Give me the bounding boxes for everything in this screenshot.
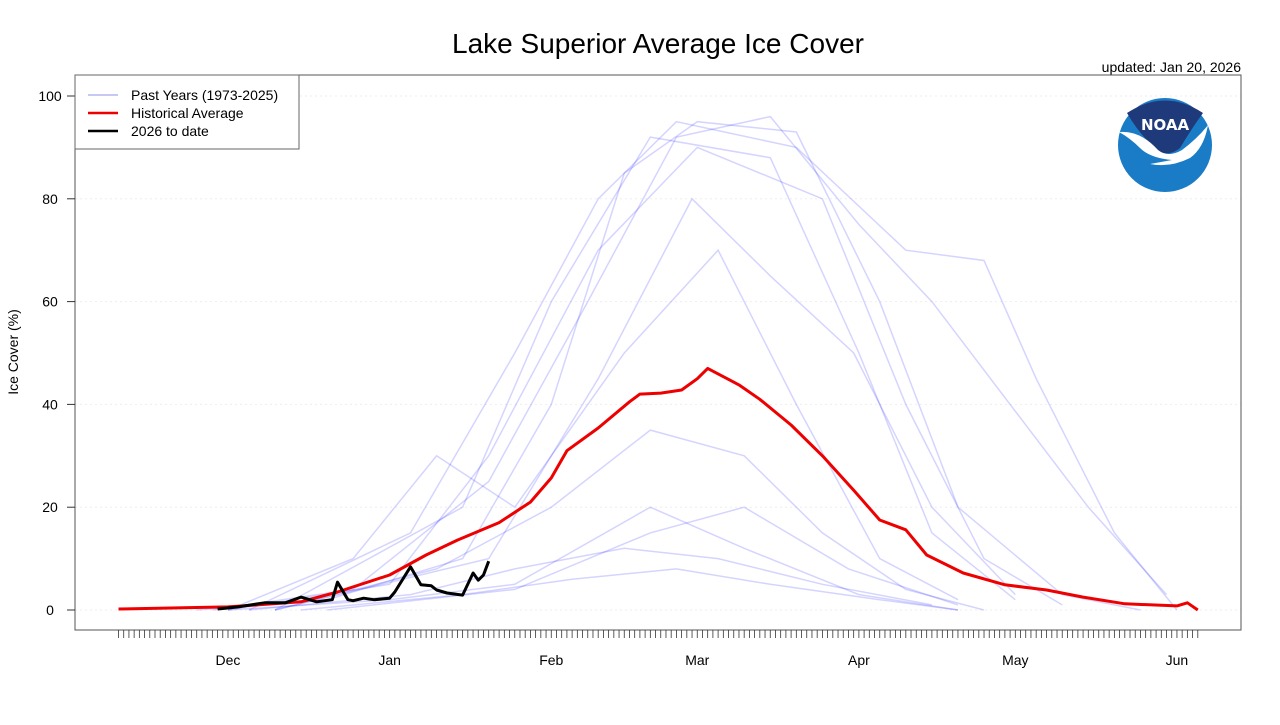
- legend-label-past-years: Past Years (1973-2025): [131, 87, 278, 103]
- y-tick-label: 20: [42, 499, 58, 515]
- past-year-line: [227, 248, 959, 611]
- updated-label: updated: Jan 20, 2026: [1102, 59, 1242, 75]
- x-tick-label: Mar: [685, 652, 709, 668]
- y-tick-label: 100: [38, 88, 62, 104]
- plot-frame: [74, 74, 1242, 631]
- past-year-line: [274, 136, 1016, 611]
- past-year-line: [327, 506, 959, 611]
- y-axis-label: Ice Cover (%): [5, 309, 21, 395]
- legend-label-average: Historical Average: [131, 105, 244, 121]
- legend: Past Years (1973-2025) Historical Averag…: [74, 74, 300, 150]
- noaa-logo: NOAA: [1118, 98, 1212, 192]
- past-year-line: [274, 429, 985, 611]
- past-year-line: [248, 547, 933, 611]
- x-tick-label: May: [1002, 652, 1028, 668]
- y-tick-label: 80: [42, 191, 58, 207]
- x-tick-label: Jan: [378, 652, 401, 668]
- past-year-line: [300, 568, 959, 611]
- past-year-line: [212, 115, 1168, 611]
- y-tick-label: 60: [42, 294, 58, 310]
- current-season-line: [217, 560, 491, 611]
- svg-text:NOAA: NOAA: [1141, 116, 1190, 134]
- past-year-line: [196, 120, 1141, 611]
- x-tick-label: Dec: [216, 652, 241, 668]
- y-tick-label: 40: [42, 396, 58, 412]
- past-year-line: [274, 197, 1016, 611]
- y-tick-label: 0: [46, 602, 54, 618]
- historical-average-line: [118, 366, 1199, 612]
- x-tick-label: Apr: [848, 652, 870, 668]
- past-year-line: [248, 120, 1178, 611]
- past-year-line: [227, 146, 1063, 611]
- legend-label-current: 2026 to date: [131, 123, 209, 139]
- chart-title: Lake Superior Average Ice Cover: [452, 28, 864, 59]
- x-tick-label: Jun: [1166, 652, 1189, 668]
- x-tick-label: Feb: [539, 652, 563, 668]
